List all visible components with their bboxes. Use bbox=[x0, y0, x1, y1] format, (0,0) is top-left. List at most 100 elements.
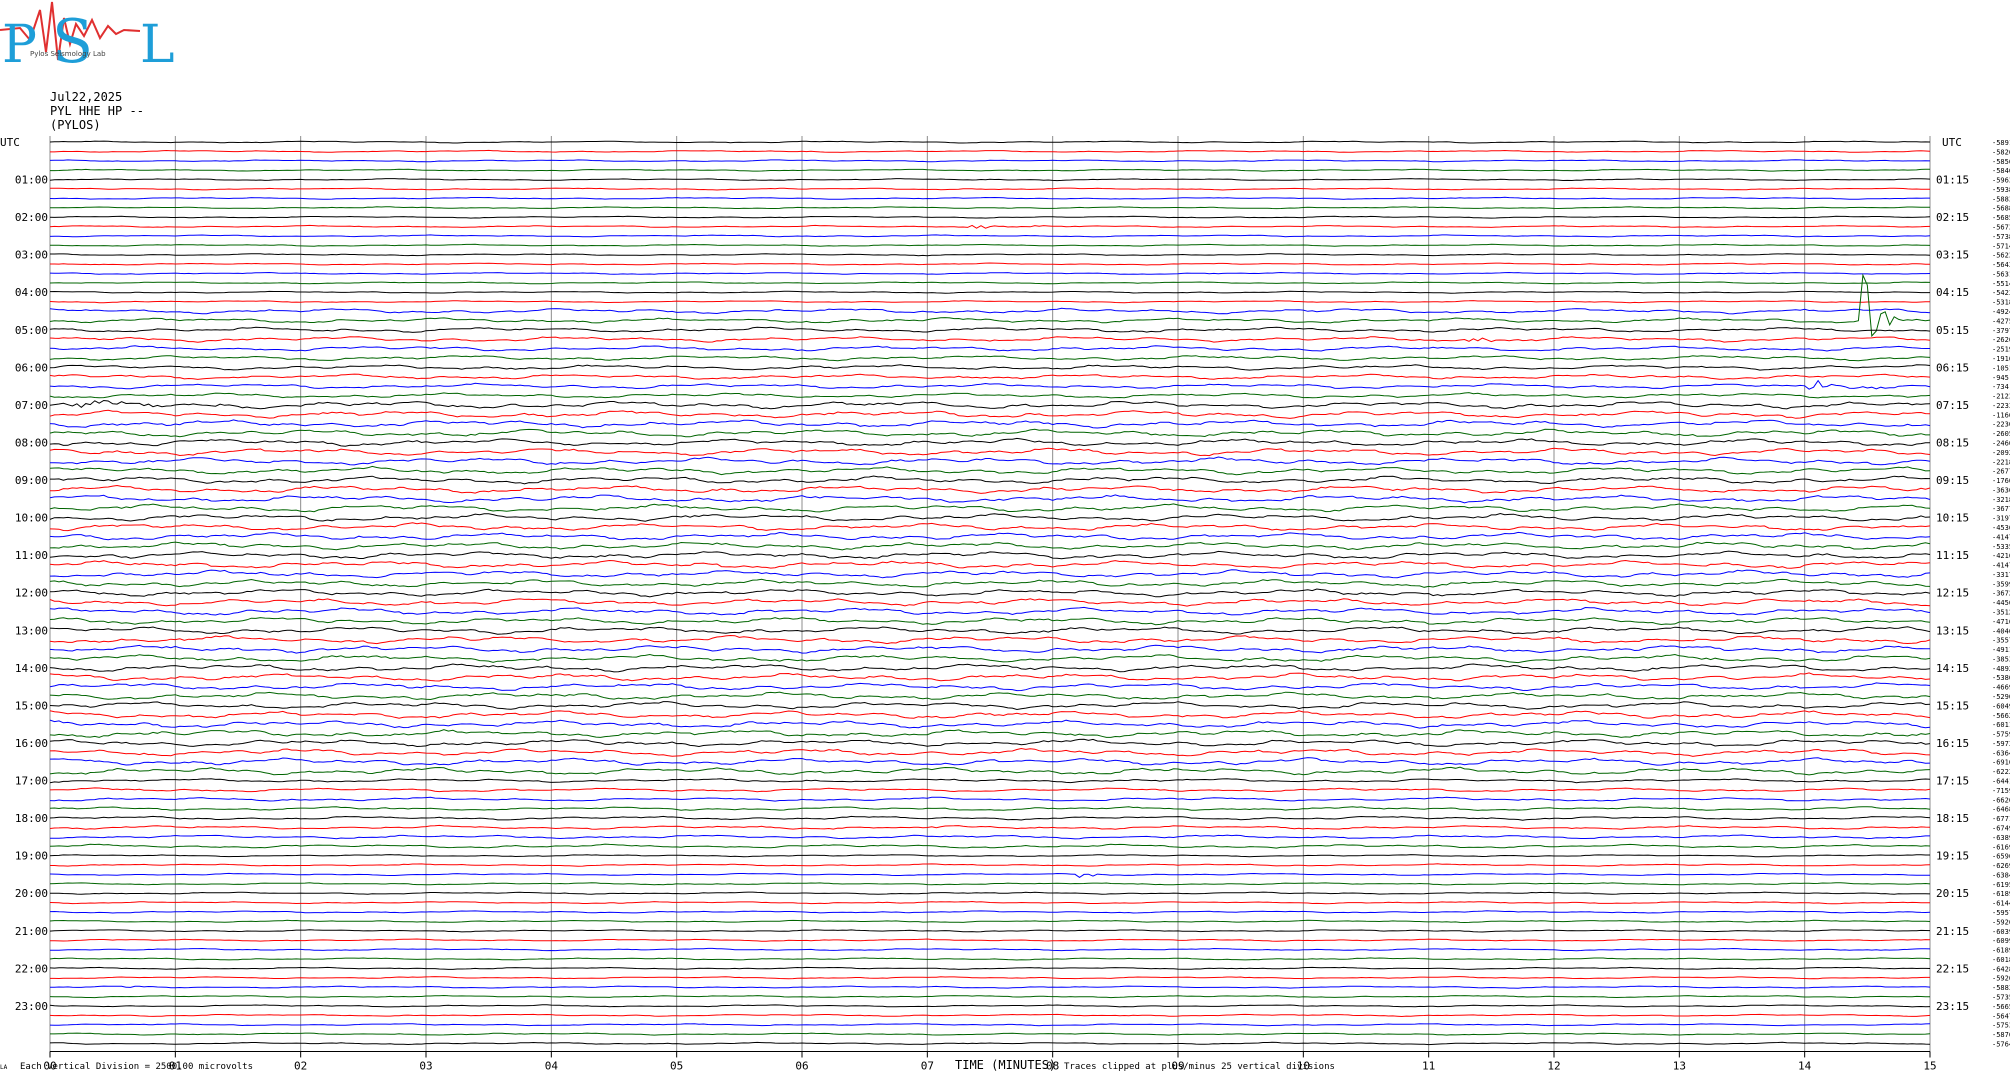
trace-offset-label: -5759 bbox=[1992, 731, 2010, 739]
seismic-trace bbox=[50, 243, 1931, 247]
trace-offset-label: -5891 bbox=[1992, 139, 2010, 147]
seismic-trace bbox=[49, 691, 1931, 701]
seismic-trace bbox=[49, 588, 1931, 598]
x-tick-label: 03 bbox=[419, 1059, 432, 1072]
hour-label-right: 09:15 bbox=[1936, 474, 1969, 487]
seismic-trace bbox=[49, 834, 1930, 840]
date-label: Jul22,2025 bbox=[50, 90, 123, 104]
seismic-trace bbox=[49, 598, 1931, 607]
psl-logo: P S L Pylos Seismology Lab bbox=[0, 1, 175, 77]
trace-offset-label: -3853 bbox=[1992, 655, 2010, 663]
hour-label-right: 15:15 bbox=[1936, 699, 1969, 712]
trace-offset-label: -5938 bbox=[1992, 186, 2010, 194]
trace-offset-label: -6441 bbox=[1992, 778, 2010, 786]
trace-offset-label: -3677 bbox=[1992, 505, 2010, 513]
trace-offset-label: -5846 bbox=[1992, 167, 2010, 175]
seismic-trace bbox=[49, 300, 1931, 304]
seismic-trace bbox=[49, 187, 1930, 191]
hour-label-right: 17:15 bbox=[1936, 775, 1969, 788]
seismic-trace bbox=[49, 710, 1931, 719]
trace-offset-label: -5643 bbox=[1992, 261, 2010, 269]
logo-seismic-trace bbox=[0, 1, 141, 61]
trace-offset-label: -5318 bbox=[1992, 299, 2010, 307]
hour-label-left: 17:00 bbox=[15, 775, 48, 788]
seismic-trace bbox=[49, 345, 1930, 352]
hour-label-right: 08:15 bbox=[1936, 436, 1969, 449]
x-tick-label: 08 bbox=[1046, 1059, 1059, 1072]
trace-offset-label: -6384 bbox=[1992, 871, 2010, 879]
seismic-trace bbox=[49, 437, 1930, 447]
trace-offset-label: -6039 bbox=[1992, 928, 2010, 936]
seismic-trace bbox=[49, 159, 1931, 163]
seismic-trace bbox=[49, 271, 1931, 275]
hour-label-left: 07:00 bbox=[15, 399, 48, 412]
seismic-trace bbox=[49, 644, 1930, 654]
trace-offset-label: -3672 bbox=[1992, 590, 2010, 598]
seismic-trace bbox=[49, 531, 1931, 541]
seismic-trace bbox=[49, 738, 1931, 748]
trace-offset-label: -6049 bbox=[1992, 702, 2010, 710]
logo-letter-p: P bbox=[2, 15, 37, 75]
trace-offset-label: -2605 bbox=[1992, 430, 2010, 438]
trace-offset-label: -7159 bbox=[1992, 787, 2010, 795]
seismic-trace bbox=[50, 947, 1931, 952]
seismic-trace bbox=[49, 355, 1931, 362]
hour-label-left: 05:00 bbox=[15, 324, 48, 337]
trace-offset-label: -5826 bbox=[1992, 148, 2010, 156]
hour-label-right: 05:15 bbox=[1936, 324, 1969, 337]
trace-offset-label: -4892 bbox=[1992, 665, 2010, 673]
seismic-trace bbox=[49, 578, 1931, 588]
trace-offset-label: -3797 bbox=[1992, 327, 2010, 335]
seismic-trace bbox=[49, 919, 1931, 924]
trace-offset-label: -6099 bbox=[1992, 937, 2010, 945]
seismic-trace bbox=[49, 215, 1931, 219]
trace-offset-label: -5876 bbox=[1992, 1031, 2010, 1039]
trace-offset-label: -6771 bbox=[1992, 815, 2010, 823]
hour-label-right: 10:15 bbox=[1936, 512, 1969, 525]
trace-offset-label: -5883 bbox=[1992, 195, 2010, 203]
seismic-trace bbox=[50, 149, 1931, 153]
trace-offset-label: -5335 bbox=[1992, 543, 2010, 551]
trace-offset-label: -1916 bbox=[1992, 355, 2010, 363]
seismic-trace bbox=[49, 206, 1931, 210]
seismic-trace bbox=[49, 843, 1931, 849]
seismic-trace bbox=[49, 503, 1931, 513]
seismic-trace bbox=[49, 196, 1930, 200]
seismic-trace bbox=[49, 419, 1931, 429]
trace-offset-label: -4216 bbox=[1992, 552, 2010, 560]
seismic-trace bbox=[49, 428, 1930, 438]
seismic-trace bbox=[49, 273, 1931, 338]
x-tick-label: 13 bbox=[1673, 1059, 1686, 1072]
trace-offset-label: -3317 bbox=[1992, 571, 2010, 579]
trace-offset-label: -5623 bbox=[1992, 252, 2010, 260]
seismic-trace bbox=[49, 307, 1931, 315]
trace-offset-label: -3197 bbox=[1992, 515, 2010, 523]
hour-label-left: 18:00 bbox=[15, 812, 48, 825]
hour-label-right: 12:15 bbox=[1936, 587, 1969, 600]
seismic-trace bbox=[49, 757, 1931, 766]
trace-offset-label: -5685 bbox=[1992, 214, 2010, 222]
hour-label-right: 02:15 bbox=[1936, 211, 1969, 224]
x-tick-label: 05 bbox=[670, 1059, 683, 1072]
trace-offset-label: -3557 bbox=[1992, 637, 2010, 645]
trace-offset-label: -2123 bbox=[1992, 393, 2010, 401]
seismic-trace bbox=[49, 326, 1931, 333]
trace-offset-label: -4911 bbox=[1992, 646, 2010, 654]
trace-offset-label: -5688 bbox=[1992, 205, 2010, 213]
seismic-trace bbox=[49, 824, 1931, 830]
seismic-trace bbox=[49, 682, 1931, 692]
seismic-trace bbox=[49, 663, 1931, 673]
trace-offset-label: -6011 bbox=[1992, 721, 2010, 729]
trace-offset-label: -5673 bbox=[1992, 224, 2010, 232]
trace-offset-label: -2233 bbox=[1992, 402, 2010, 410]
seismic-trace bbox=[49, 465, 1931, 476]
trace-offset-label: -5764 bbox=[1992, 1040, 2010, 1048]
trace-offset-label: -3218 bbox=[1992, 496, 2010, 504]
trace-offset-label: -6428 bbox=[1992, 965, 2010, 973]
trace-offset-label: -4046 bbox=[1992, 627, 2010, 635]
x-tick-label: 15 bbox=[1923, 1059, 1936, 1072]
trace-offset-label: -6468 bbox=[1992, 806, 2010, 814]
hour-label-right: 21:15 bbox=[1936, 925, 1969, 938]
seismic-trace bbox=[49, 806, 1931, 811]
seismic-trace bbox=[50, 985, 1931, 989]
